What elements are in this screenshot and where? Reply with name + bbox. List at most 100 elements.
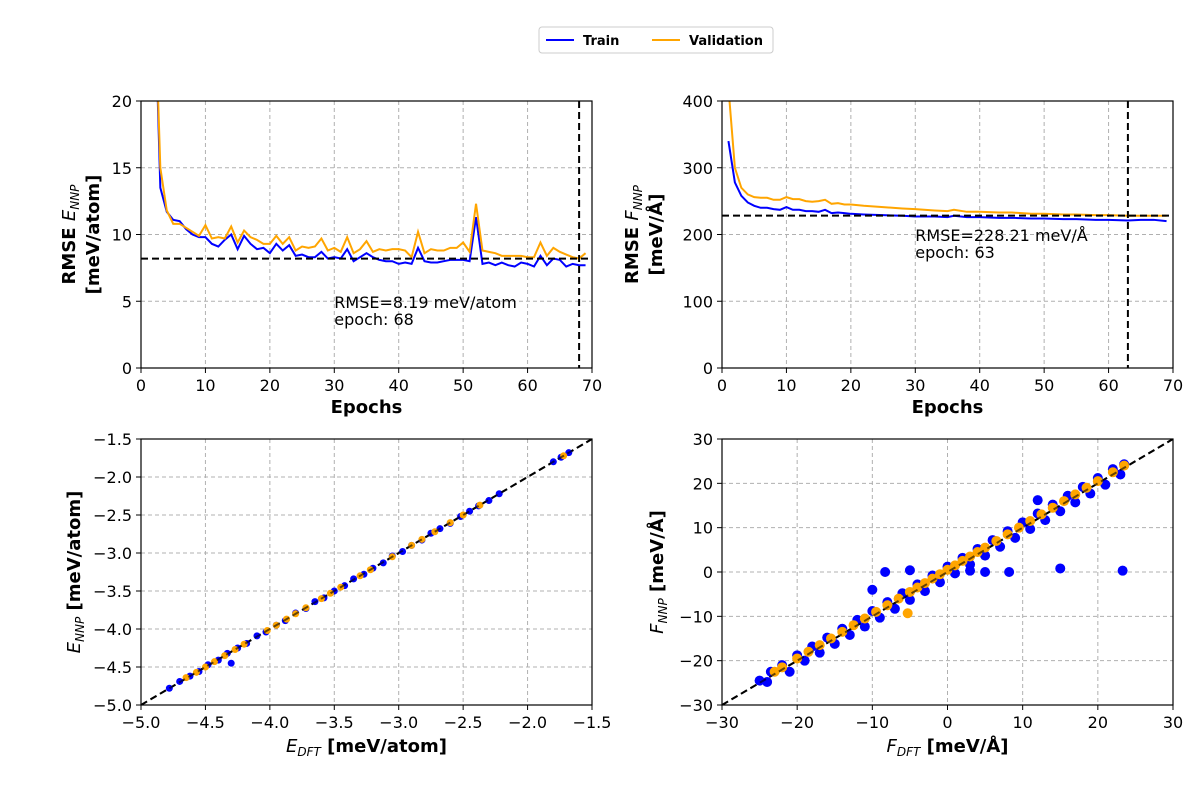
point-validation — [882, 600, 893, 611]
x-tick-label: 30 — [1163, 713, 1183, 732]
point-validation — [1025, 516, 1036, 527]
x-axis-label: EDFT [meV/atom] — [286, 736, 447, 759]
x-tick-label: −1.5 — [573, 713, 612, 732]
point-validation — [1092, 476, 1103, 487]
point-train — [1117, 565, 1128, 576]
point-train — [880, 567, 891, 577]
point-validation — [1013, 522, 1024, 533]
point-train — [889, 603, 900, 614]
point-train — [859, 621, 870, 632]
point-validation — [957, 555, 968, 566]
point-train — [904, 594, 915, 605]
point-train — [844, 629, 855, 640]
point-validation — [1059, 496, 1070, 507]
x-tick-label: 0 — [136, 376, 146, 395]
y-axis-label-part: E — [59, 209, 80, 221]
point-validation — [803, 646, 814, 657]
x-axis-label-part: DFT — [897, 745, 922, 759]
point-validation — [991, 535, 1002, 546]
y-axis-label: FNNP [meV/Å] — [645, 510, 670, 634]
x-tick-label: 20 — [260, 376, 280, 395]
y-tick-label: 0 — [703, 563, 713, 582]
subplot-1: 0 10 20 30 40 50 60 70 0 5 10 15 20 RMSE=8.19 meV/ato… — [59, 92, 602, 418]
point-validation — [1070, 489, 1081, 500]
x-tick-label: 20 — [1088, 713, 1108, 732]
point-train — [904, 565, 915, 576]
x-tick-label: −2.5 — [444, 713, 483, 732]
point-train — [227, 659, 235, 667]
point-validation — [777, 662, 788, 673]
series-line-train — [727, 140, 1167, 223]
point-train — [1004, 567, 1015, 577]
y-axis-label-part: E — [64, 641, 85, 653]
point-train — [919, 586, 930, 597]
x-tick-label: −3.5 — [315, 713, 354, 732]
subplot-3: −5.0 −4.5 −4.0 −3.5 −3.0 −2.5 −2.0 −1.5 −5.0 −4.5… — [64, 430, 611, 759]
point-train — [1010, 532, 1021, 543]
plot-area — [141, 439, 592, 705]
point-train — [1055, 563, 1066, 574]
y-tick-label: 15 — [112, 159, 132, 178]
x-tick-label: 20 — [841, 376, 861, 395]
point-validation — [792, 653, 803, 664]
point-train — [1115, 469, 1126, 480]
x-tick-label: 30 — [905, 376, 925, 395]
y-tick-label: −5.0 — [93, 696, 132, 715]
x-tick-label: 70 — [1163, 376, 1183, 395]
point-train — [754, 675, 765, 686]
x-tick-label: −10 — [855, 713, 889, 732]
x-tick-label: −3.0 — [379, 713, 418, 732]
point-train — [934, 577, 945, 588]
x-axis-label: FDFT [meV/Å] — [887, 734, 1009, 759]
point-validation — [769, 666, 780, 677]
point-validation — [965, 551, 976, 562]
y-tick-label: 0 — [122, 359, 132, 378]
point-train — [784, 666, 795, 677]
best-rmse-annotation: RMSE=8.19 meV/atom — [334, 293, 517, 312]
x-tick-label: 50 — [1034, 376, 1054, 395]
y-tick-label: −2.0 — [93, 468, 132, 487]
point-validation — [848, 620, 859, 631]
point-train — [1032, 495, 1043, 506]
x-tick-label: 10 — [1012, 713, 1032, 732]
axes-frame — [140, 100, 593, 369]
series-line-validation — [728, 101, 1167, 217]
y-tick-label: −4.0 — [93, 620, 132, 639]
series-line-validation — [157, 101, 587, 260]
x-axis-label: Epochs — [331, 397, 403, 418]
y-axis-label: ENNP [meV/atom] — [64, 491, 87, 654]
point-validation — [1036, 509, 1047, 520]
y-axis-label-part: RMSE — [59, 221, 80, 284]
point-validation — [1002, 529, 1013, 540]
y-tick-label: −3.5 — [93, 582, 132, 601]
y-axis-label-part: F — [622, 210, 643, 221]
point-validation — [942, 564, 953, 575]
x-tick-label: −20 — [780, 713, 814, 732]
y-axis-unit: [meV/atom] — [83, 175, 104, 295]
point-validation — [1047, 502, 1058, 513]
point-train — [950, 568, 961, 579]
y-tick-label: 30 — [693, 430, 713, 449]
x-axis-label: Epochs — [912, 397, 984, 418]
y-tick-label: −1.5 — [93, 430, 132, 449]
point-validation — [912, 582, 923, 593]
point-validation — [859, 613, 870, 624]
best-rmse-annotation: RMSE=228.21 meV/Å — [915, 226, 1087, 245]
x-tick-label: −5.0 — [122, 713, 161, 732]
x-tick-label: 30 — [324, 376, 344, 395]
y-tick-label: 20 — [693, 474, 713, 493]
y-tick-label: 200 — [682, 226, 713, 245]
point-validation — [902, 608, 913, 619]
point-validation — [934, 569, 945, 580]
plot-area — [722, 101, 1173, 368]
x-tick-label: 40 — [389, 376, 409, 395]
point-train — [1070, 497, 1081, 508]
axes-frame — [140, 438, 593, 706]
y-axis-label: RMSE FNNP — [622, 184, 645, 284]
y-tick-label: 100 — [682, 292, 713, 311]
y-axis-label-part: [meV/atom] — [64, 491, 85, 617]
point-validation — [893, 593, 904, 604]
x-tick-label: −4.5 — [186, 713, 225, 732]
